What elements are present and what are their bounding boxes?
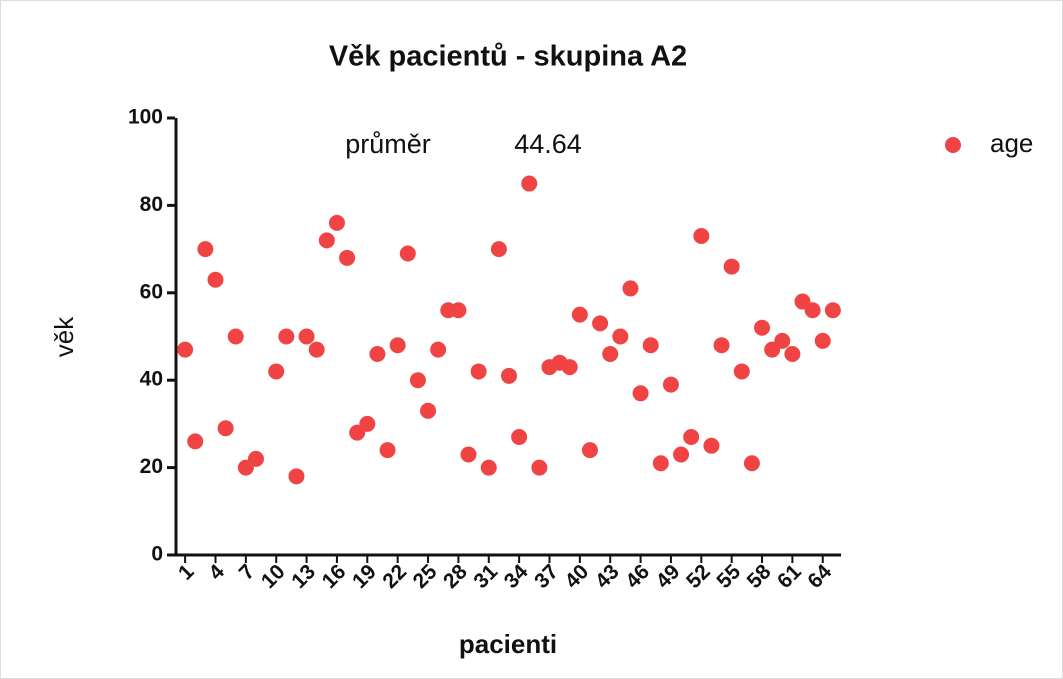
point — [227, 328, 244, 345]
point — [490, 241, 507, 258]
point — [268, 363, 285, 380]
point — [460, 446, 477, 463]
point — [622, 280, 639, 297]
point — [521, 175, 538, 192]
point — [501, 367, 517, 384]
point — [359, 415, 376, 432]
point — [612, 328, 629, 345]
point — [308, 341, 325, 358]
point — [642, 337, 659, 354]
point — [339, 249, 356, 266]
point — [328, 214, 345, 231]
x-axis-label: pacienti — [459, 629, 557, 659]
y-tick-label: 40 — [140, 368, 163, 391]
point — [602, 345, 619, 362]
point — [824, 302, 841, 319]
y-tick-label: 80 — [140, 193, 163, 216]
legend-marker — [945, 137, 961, 153]
point — [784, 345, 801, 362]
point — [389, 337, 406, 354]
y-tick-label: 20 — [140, 455, 163, 478]
point — [713, 337, 730, 354]
point — [207, 271, 224, 288]
chart-title: Věk pacientů - skupina A2 — [329, 41, 687, 73]
annotation-label: průměr — [345, 129, 431, 159]
point — [804, 302, 821, 319]
point — [480, 459, 497, 476]
annotation-value: 44.64 — [514, 129, 582, 159]
point — [703, 437, 720, 454]
point — [511, 429, 528, 446]
point — [733, 363, 750, 380]
point — [561, 359, 578, 376]
legend-label: age — [990, 128, 1033, 158]
point — [197, 241, 214, 258]
point — [399, 245, 416, 262]
point — [581, 442, 598, 459]
point — [632, 385, 649, 402]
point — [369, 345, 386, 362]
point — [571, 306, 588, 323]
y-tick-label: 0 — [151, 543, 163, 566]
point — [288, 468, 305, 485]
point — [450, 302, 467, 319]
point — [592, 315, 609, 332]
point — [278, 328, 295, 345]
point — [652, 455, 669, 472]
y-tick-label: 100 — [128, 106, 163, 129]
point — [187, 433, 204, 450]
point — [379, 442, 396, 459]
point — [693, 227, 710, 244]
point — [420, 402, 437, 419]
point — [409, 372, 426, 389]
point — [298, 328, 315, 345]
point — [662, 376, 679, 393]
point — [723, 258, 740, 275]
point — [814, 332, 831, 349]
point — [177, 341, 194, 358]
point — [318, 232, 335, 249]
point — [683, 429, 700, 446]
point — [743, 455, 760, 472]
point — [531, 459, 548, 476]
point — [673, 446, 690, 463]
point — [754, 319, 771, 336]
y-tick-label: 60 — [140, 280, 163, 303]
point — [430, 341, 447, 358]
y-axis-label: věk — [49, 316, 79, 357]
point — [774, 332, 791, 349]
point — [470, 363, 487, 380]
point — [217, 420, 234, 437]
point — [247, 450, 264, 467]
